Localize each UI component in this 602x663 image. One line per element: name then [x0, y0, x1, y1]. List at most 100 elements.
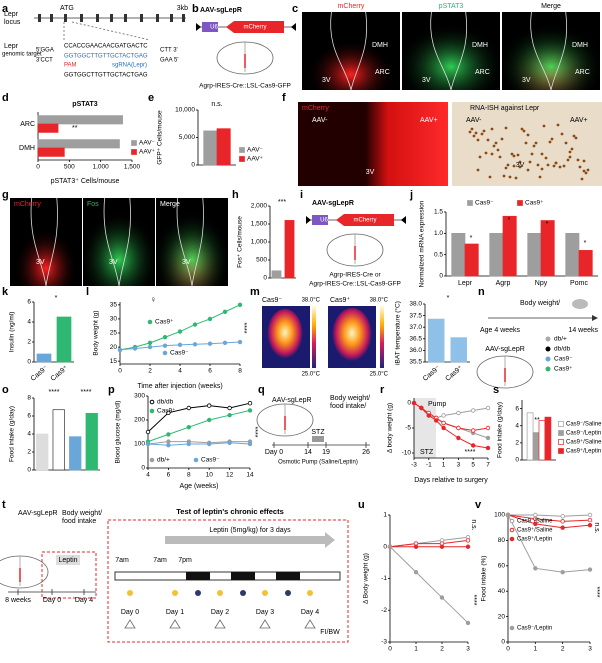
- bar: [284, 220, 295, 279]
- annotation: Body weight/: [520, 300, 560, 307]
- point: [587, 517, 593, 523]
- legend-label: Cas9⁻: [201, 457, 220, 464]
- annotation: pSTAT3: [439, 3, 464, 10]
- cell: [514, 176, 518, 180]
- y-tick-label: 30: [110, 316, 118, 323]
- x-axis-label: pSTAT3⁺ Cells/mouse: [51, 177, 120, 185]
- outline: [430, 11, 468, 91]
- x-tick-label: 5: [471, 462, 475, 469]
- point: [587, 567, 593, 572]
- bar: [565, 232, 580, 277]
- legend-label: AAV⁺: [139, 149, 155, 156]
- y-tick-label: 35.5: [409, 359, 422, 366]
- point: [465, 538, 471, 543]
- cell: [478, 155, 482, 159]
- x-axis-label: Time after injection (weeks): [137, 383, 222, 390]
- cell: [470, 127, 474, 131]
- annotation: AAV-sgLepR: [272, 397, 312, 404]
- y-axis-label: GFP⁺ Cells/mouse: [157, 110, 164, 165]
- cell: [512, 154, 516, 158]
- point: [192, 342, 198, 347]
- point: [419, 405, 424, 411]
- annotation: ****: [593, 587, 600, 598]
- legend-swatch: [558, 448, 564, 454]
- panel-label: v: [475, 499, 482, 511]
- annotation: Day 0: [121, 609, 139, 616]
- cell: [510, 152, 514, 156]
- annotation: 3V: [36, 259, 45, 266]
- x-tick-label: Cas9⁺: [49, 364, 70, 383]
- cell: [566, 158, 570, 162]
- panel-label: s: [493, 384, 499, 396]
- bar: [37, 123, 59, 133]
- shape: [124, 619, 136, 629]
- y-axis-label: Δ Body weight (g): [363, 553, 370, 604]
- cell: [586, 168, 590, 172]
- annotation: *: [584, 240, 587, 247]
- annotation: CCACCGAACAACGATGACTC: [64, 44, 148, 50]
- annotation: Agrp-IRES-Cre::LSL-Cas9-GFP: [199, 83, 291, 90]
- x-tick-label: Agrp: [496, 280, 511, 287]
- annotation: Body weight/: [62, 510, 102, 517]
- bar: [540, 220, 555, 277]
- annotation: CTT 3': [160, 48, 178, 54]
- annotation: 3V: [109, 259, 118, 266]
- y-tick-label: 0: [407, 400, 411, 407]
- y-tick-label: 1.5: [434, 209, 443, 216]
- cell: [504, 166, 508, 170]
- annotation: DMH: [572, 42, 588, 49]
- annotation: ****: [81, 389, 92, 396]
- cell: [542, 124, 546, 128]
- annotation: ***: [278, 199, 286, 206]
- outline: [103, 197, 131, 287]
- x-tick-label: 0: [118, 368, 122, 375]
- point: [387, 544, 393, 549]
- cell: [540, 152, 544, 156]
- cell: [516, 153, 520, 157]
- y-tick-label: 300: [134, 393, 145, 400]
- annotation: GGTGGCTTGTTGCTACTGAG: [64, 54, 148, 60]
- annotation: ATG: [60, 5, 74, 12]
- cell: [584, 171, 588, 175]
- y-axis-label: Fos⁺ Cells/mouse: [237, 216, 244, 268]
- cell: [524, 141, 528, 145]
- annotation: n.s.: [470, 519, 477, 530]
- annotation: Body weight/: [330, 395, 370, 402]
- annotation: Day 4: [75, 597, 93, 604]
- cell: [480, 132, 484, 136]
- annotation: Agrp-IRES-Cre::LSL-Cas9-GFP: [309, 281, 401, 288]
- annotation: ****: [240, 323, 247, 334]
- shape: [304, 619, 316, 629]
- panel-label: f: [282, 92, 286, 104]
- legend-swatch: [131, 140, 137, 146]
- annotation: ♀: [150, 294, 157, 304]
- y-tick-label: 5,000: [179, 134, 196, 141]
- cell: [544, 156, 548, 160]
- y-axis-label: Insulin (ng/ml): [9, 312, 16, 353]
- shape: [336, 214, 394, 226]
- cell: [576, 158, 580, 162]
- annotation: 7am: [153, 557, 167, 564]
- point: [132, 346, 138, 351]
- point: [117, 347, 123, 353]
- x-axis-label: Days relative to surgery: [414, 477, 488, 484]
- y-tick-label: 1,000: [251, 239, 268, 246]
- cell: [490, 152, 494, 156]
- cell: [574, 136, 578, 140]
- shape: [259, 619, 271, 629]
- bar: [36, 433, 49, 471]
- legend-marker: [545, 366, 551, 372]
- y-axis-label: Food intake (g/day): [9, 406, 16, 462]
- point: [465, 620, 471, 626]
- x-tick-label: 2: [440, 646, 444, 653]
- annotation: DMH: [472, 42, 488, 49]
- annotation: 14: [304, 449, 312, 456]
- point: [166, 432, 171, 437]
- y-tick-label: 0: [383, 543, 387, 550]
- cell: [502, 174, 506, 178]
- point: [222, 340, 228, 346]
- shape: [312, 436, 324, 442]
- bar: [526, 412, 534, 461]
- bar: [37, 115, 123, 125]
